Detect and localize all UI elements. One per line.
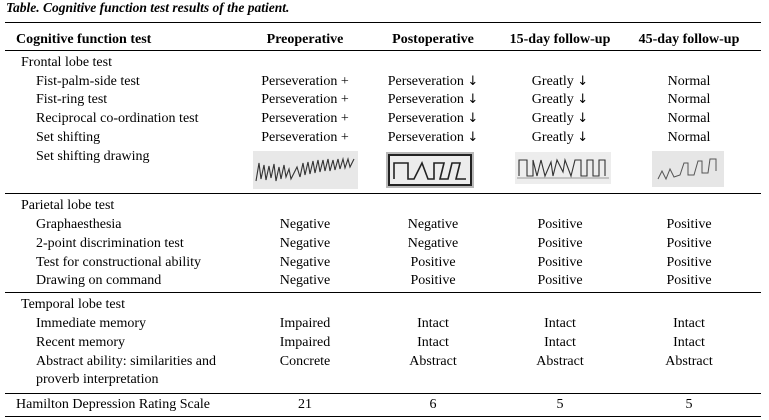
row-label: Reciprocal co-ordination test [36, 111, 199, 126]
cell-45day: Abstract [665, 354, 713, 369]
cell-preoperative: Negative [279, 236, 331, 251]
down-arrow-icon: ↓ [577, 92, 589, 107]
cell-preoperative: 21 [298, 397, 312, 412]
down-arrow-icon: ↓ [467, 92, 479, 107]
header-preoperative: Preoperative [266, 32, 344, 47]
cell-postoperative: Perseveration ↓ [388, 74, 479, 90]
cell-45day: Normal [667, 111, 711, 126]
cell-postoperative: Negative [407, 236, 459, 251]
results-table [5, 22, 761, 417]
cell-preoperative: Negative [279, 273, 331, 288]
cell-preoperative: Impaired [279, 335, 331, 350]
down-arrow-icon: ↓ [467, 111, 479, 126]
cell-value: Perseveration [387, 74, 464, 89]
header-15day: 15-day follow-up [509, 32, 611, 47]
row-label: Test for constructional ability [36, 255, 202, 270]
down-arrow-icon: ↓ [577, 130, 589, 145]
drawing-45day-image [652, 151, 724, 187]
cell-45day: Normal [667, 74, 711, 89]
row-label: Drawing on command [36, 273, 162, 288]
cell-postoperative: Perseveration ↓ [388, 111, 479, 127]
cell-preoperative: Perseveration + [261, 111, 349, 126]
cell-postoperative: Positive [410, 255, 456, 270]
row-label: Fist-palm-side test [36, 74, 140, 89]
row-label: Immediate memory [36, 316, 147, 331]
cell-value: Greatly [531, 111, 574, 126]
cell-45day: Normal [667, 92, 711, 107]
header-45day: 45-day follow-up [638, 32, 740, 47]
row-label: Graphaesthesia [36, 217, 122, 232]
cell-45day: Positive [666, 217, 712, 232]
row-label: Fist-ring test [36, 92, 108, 107]
header-test: Cognitive function test [16, 32, 152, 47]
section-title-parietal: Parietal lobe test [21, 198, 115, 213]
down-arrow-icon: ↓ [577, 111, 589, 126]
row-label: Set shifting [36, 130, 101, 145]
section-divider [5, 292, 761, 293]
cell-15day: 5 [556, 397, 564, 412]
cell-preoperative: Perseveration + [261, 130, 349, 145]
drawing-15day-image [515, 152, 611, 184]
cell-postoperative: Intact [417, 316, 449, 331]
cell-value: Greatly [531, 92, 574, 107]
section-divider [5, 393, 761, 394]
cell-15day: Greatly ↓ [532, 74, 588, 90]
cell-15day: Positive [537, 217, 583, 232]
cell-15day: Positive [537, 255, 583, 270]
cell-preoperative: Concrete [279, 354, 331, 369]
cell-postoperative: Positive [410, 273, 456, 288]
row-label: Abstract ability: similarities and [36, 354, 217, 369]
cell-45day: Normal [667, 130, 711, 145]
row-label: Recent memory [36, 335, 126, 350]
cell-15day: Intact [544, 335, 576, 350]
row-label: 2-point discrimination test [36, 236, 184, 251]
cell-45day: Intact [673, 316, 705, 331]
cell-45day: Positive [666, 273, 712, 288]
cell-postoperative: Abstract [409, 354, 457, 369]
cell-postoperative: Intact [417, 335, 449, 350]
cell-15day: Greatly ↓ [532, 111, 588, 127]
cell-15day: Abstract [536, 354, 584, 369]
cell-value: Perseveration [387, 130, 464, 145]
cell-15day: Greatly ↓ [532, 130, 588, 146]
cell-value: Greatly [531, 130, 574, 145]
cell-preoperative: Impaired [279, 316, 331, 331]
row-label-continued: proverb interpretation [36, 372, 159, 387]
down-arrow-icon: ↓ [467, 130, 479, 145]
cell-postoperative: Perseveration ↓ [388, 130, 479, 146]
cell-preoperative: Negative [279, 255, 331, 270]
drawing-preoperative-image [253, 151, 358, 189]
header-postoperative: Postoperative [392, 32, 474, 47]
cell-15day: Positive [537, 236, 583, 251]
cell-45day: Positive [666, 236, 712, 251]
row-label: Hamilton Depression Rating Scale [16, 397, 211, 412]
cell-preoperative: Negative [279, 217, 331, 232]
section-title-temporal: Temporal lobe test [21, 297, 125, 312]
cell-postoperative: 6 [429, 397, 437, 412]
cell-15day: Intact [544, 316, 576, 331]
cell-45day: Positive [666, 255, 712, 270]
cell-preoperative: Perseveration + [261, 92, 349, 107]
header-divider [5, 50, 761, 51]
cell-postoperative: Perseveration ↓ [388, 92, 479, 108]
table-caption: Table. Cognitive function test results o… [6, 0, 290, 15]
cell-45day: Intact [673, 335, 705, 350]
cell-45day: 5 [685, 397, 693, 412]
cell-15day: Positive [537, 273, 583, 288]
cell-value: Perseveration [387, 92, 464, 107]
cell-value: Perseveration [387, 111, 464, 126]
down-arrow-icon: ↓ [467, 74, 479, 89]
down-arrow-icon: ↓ [577, 74, 589, 89]
cell-postoperative: Negative [407, 217, 459, 232]
section-title-frontal: Frontal lobe test [21, 55, 112, 70]
cell-value: Greatly [531, 74, 574, 89]
drawing-row-label: Set shifting drawing [36, 149, 150, 164]
cell-15day: Greatly ↓ [532, 92, 588, 108]
cell-preoperative: Perseveration + [261, 74, 349, 89]
section-divider [5, 193, 761, 194]
drawing-postoperative-image [386, 152, 474, 188]
